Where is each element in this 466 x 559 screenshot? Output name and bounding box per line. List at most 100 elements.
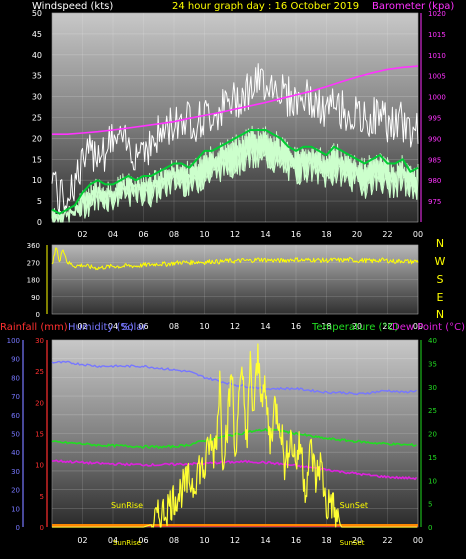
wind-panel-bg [51, 12, 419, 223]
direction-y-tick: 360 [27, 242, 40, 250]
wind-gust-series [51, 63, 419, 214]
rain-y-tick: 5 [40, 493, 44, 501]
wind-x-tick: 14 [260, 230, 270, 239]
wind-lull-series [51, 150, 419, 223]
barometer-y-tick: 995 [428, 115, 441, 123]
chart-title: 24 hour graph day : 16 October 2019 [172, 1, 359, 12]
barometer-axis-label: Barometer (kpa) [372, 1, 454, 12]
wind-y-tick: 0 [37, 218, 42, 227]
humidity-y-tick: 100 [7, 337, 20, 345]
atmosphere-x-tick: 16 [291, 536, 301, 545]
sunset-axis-label: SunSet [340, 539, 365, 547]
wind-x-tick: 18 [321, 230, 331, 239]
solar-axis-label: Solar [121, 322, 147, 333]
barometer-series [52, 65, 419, 135]
direction-x-tick: 16 [291, 322, 301, 331]
atmosphere-x-tick: 02 [77, 536, 87, 545]
direction-x-tick: 18 [321, 322, 331, 331]
atmosphere-x-tick: 12 [230, 536, 240, 545]
direction-x-tick: 06 [138, 322, 148, 331]
wind-y-tick: 15 [32, 155, 42, 164]
wind-x-tick: 06 [138, 230, 148, 239]
wind-y-tick: 30 [32, 93, 42, 102]
humidity-y-tick: 60 [11, 412, 20, 420]
atmosphere-x-tick: 06 [138, 536, 148, 545]
rain-y-tick: 25 [35, 368, 44, 376]
temperature-y-tick: 10 [428, 477, 437, 485]
wind-y-tick: 10 [32, 176, 42, 185]
humidity-series [51, 360, 417, 396]
direction-y-tick: 180 [27, 277, 40, 285]
rain-y-tick: 30 [35, 337, 44, 345]
barometer-y-tick: 1010 [428, 52, 446, 60]
rain-y-tick: 15 [35, 431, 44, 439]
atmosphere-x-tick: 20 [352, 536, 362, 545]
wind-y-tick: 35 [32, 72, 42, 81]
barometer-y-tick: 980 [428, 177, 441, 185]
temperature-y-tick: 0 [428, 524, 432, 532]
sunrise-label: SunRise [111, 501, 143, 510]
barometer-y-tick: 1015 [428, 31, 446, 39]
humidity-y-tick: 20 [11, 487, 20, 495]
temperature-y-tick: 20 [428, 431, 437, 439]
barometer-y-tick: 1005 [428, 73, 446, 81]
direction-x-tick: 08 [169, 322, 179, 331]
wind-y-tick: 45 [32, 30, 42, 39]
wind-x-tick: 20 [352, 230, 362, 239]
direction-y-tick: 90 [31, 294, 40, 302]
direction-compass-label: W [435, 255, 446, 268]
dewpoint-series [51, 459, 418, 481]
wind-y-tick: 40 [32, 51, 42, 60]
wind-x-tick: 12 [230, 230, 240, 239]
dewpoint-axis-label: Dew Point (°C) [392, 322, 465, 333]
direction-x-tick: 14 [260, 322, 270, 331]
atmosphere-x-tick: 22 [382, 536, 392, 545]
direction-panel-bg [51, 244, 419, 315]
direction-compass-label: S [437, 273, 444, 286]
wind-average-series [51, 129, 419, 215]
wind-y-tick: 25 [32, 114, 42, 123]
humidity-y-tick: 0 [16, 524, 20, 532]
direction-x-tick: 22 [382, 322, 392, 331]
humidity-y-tick: 90 [11, 356, 20, 364]
temperature-y-tick: 30 [428, 384, 437, 392]
rain-y-tick: 10 [35, 462, 44, 470]
atmosphere-x-tick: 08 [169, 536, 179, 545]
wind-x-tick: 10 [199, 230, 209, 239]
rainfall-axis-label: Rainfall (mm) [0, 322, 68, 333]
humidity-y-tick: 50 [11, 431, 20, 439]
barometer-y-tick: 985 [428, 156, 441, 164]
wind-x-tick: 04 [108, 230, 118, 239]
direction-y-tick: 270 [27, 259, 40, 267]
atmosphere-x-tick: 14 [260, 536, 270, 545]
temperature-y-tick: 35 [428, 360, 437, 368]
direction-x-tick: 10 [199, 322, 209, 331]
direction-x-tick: 20 [352, 322, 362, 331]
solar-series [52, 343, 418, 528]
atmosphere-x-tick: 04 [108, 536, 118, 545]
barometer-y-tick: 1000 [428, 94, 446, 102]
barometer-y-tick: 975 [428, 198, 441, 206]
rain-y-tick: 0 [40, 524, 44, 532]
temperature-y-tick: 40 [428, 337, 437, 345]
direction-x-tick: 00 [413, 322, 423, 331]
direction-x-tick: 04 [108, 322, 118, 331]
humidity-axis-label: Humidity (%) [68, 322, 134, 333]
humidity-y-tick: 30 [11, 468, 20, 476]
humidity-y-tick: 80 [11, 374, 20, 382]
wind-direction-series [51, 247, 419, 271]
direction-y-tick: 0 [36, 311, 40, 319]
sunrise-axis-label: SunRise [113, 539, 141, 547]
wind-y-tick: 5 [37, 197, 42, 206]
humidity-y-tick: 70 [11, 393, 20, 401]
wind-x-tick: 16 [291, 230, 301, 239]
atmosphere-x-tick: 10 [199, 536, 209, 545]
atmosphere-x-tick: 18 [321, 536, 331, 545]
direction-x-tick: 12 [230, 322, 240, 331]
wind-x-tick: 02 [77, 230, 87, 239]
wind-y-tick: 20 [32, 134, 42, 143]
temperature-y-tick: 25 [428, 407, 437, 415]
wind-x-tick: 00 [413, 230, 423, 239]
